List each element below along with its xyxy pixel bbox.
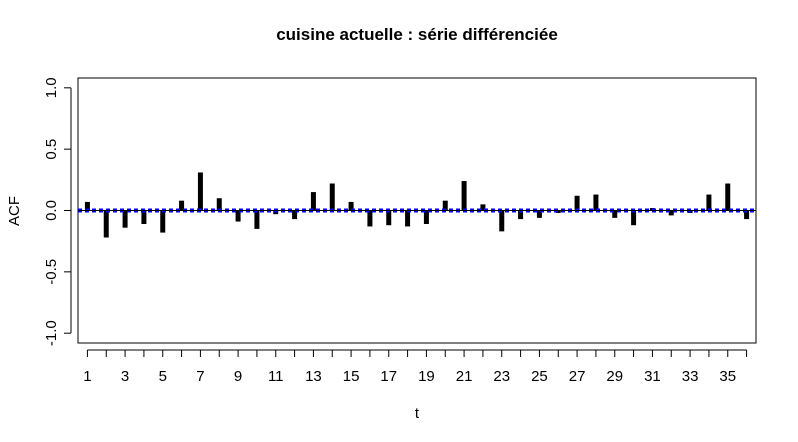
x-tick-label: 21 xyxy=(456,368,473,385)
acf-bar xyxy=(593,194,599,211)
acf-bar xyxy=(292,210,298,220)
acf-bar xyxy=(461,181,467,211)
acf-bar xyxy=(725,183,731,211)
x-tick-label: 1 xyxy=(83,368,91,385)
x-tick-label: 3 xyxy=(121,368,129,385)
acf-bar xyxy=(668,210,674,216)
acf-bar xyxy=(310,192,316,211)
x-tick-label: 31 xyxy=(644,368,661,385)
x-tick-label: 5 xyxy=(159,368,167,385)
acf-bar xyxy=(499,210,505,232)
acf-bar xyxy=(84,201,90,211)
x-tick-label: 35 xyxy=(719,368,736,385)
acf-bar xyxy=(612,210,618,218)
x-tick-label: 13 xyxy=(305,368,322,385)
y-axis: -1.0 -0.5 0.0 0.5 1.0 xyxy=(43,77,72,346)
acf-bar xyxy=(141,210,147,224)
acf-bar xyxy=(386,210,392,226)
reference-lines xyxy=(78,208,756,213)
x-tick-label: 11 xyxy=(268,368,284,385)
acf-bar xyxy=(160,210,166,233)
acf-bar xyxy=(442,200,448,211)
x-axis-label: t xyxy=(415,405,420,422)
x-tick-label: 7 xyxy=(196,368,204,385)
acf-bar xyxy=(216,198,222,211)
acf-bar xyxy=(631,210,637,226)
acf-bar xyxy=(179,200,185,211)
acf-bar xyxy=(254,210,260,229)
acf-bar xyxy=(555,210,561,213)
acf-bar xyxy=(122,210,128,228)
acf-bar xyxy=(480,204,486,211)
acf-bar xyxy=(235,210,241,222)
acf-bar xyxy=(744,210,750,220)
x-tick-label: 15 xyxy=(343,368,360,385)
x-tick-label: 19 xyxy=(418,368,435,385)
acf-bar xyxy=(103,210,109,238)
acf-bar xyxy=(706,194,712,211)
x-tick-label: 23 xyxy=(493,368,510,385)
chart-title: cuisine actuelle : série différenciée xyxy=(276,25,558,44)
acf-bar xyxy=(405,210,411,227)
x-tick-label: 25 xyxy=(531,368,548,385)
acf-bar xyxy=(367,210,373,227)
x-axis: 1 3 5 7 9 11 13 15 17 19 21 23 25 27 29 31 33 35 xyxy=(83,349,748,385)
acf-bar xyxy=(423,210,429,224)
acf-bar xyxy=(348,201,354,211)
acf-bar xyxy=(329,183,335,211)
y-tick-label: 0.5 xyxy=(43,139,60,160)
y-tick-label: -1.0 xyxy=(43,320,60,346)
x-tick-label: 33 xyxy=(682,368,699,385)
acf-bars xyxy=(84,172,750,238)
y-tick-label: 1.0 xyxy=(43,77,60,98)
y-axis-label: ACF xyxy=(6,196,23,226)
acf-bar xyxy=(574,195,580,211)
acf-bar xyxy=(518,210,524,220)
y-tick-label: -0.5 xyxy=(43,259,60,285)
x-tick-label: 29 xyxy=(606,368,623,385)
x-tick-label: 9 xyxy=(234,368,242,385)
x-tick-label: 27 xyxy=(569,368,586,385)
acf-bar xyxy=(197,172,203,211)
acf-bar xyxy=(536,210,542,218)
x-tick-label: 17 xyxy=(380,368,397,385)
y-tick-label: 0.0 xyxy=(43,200,60,221)
